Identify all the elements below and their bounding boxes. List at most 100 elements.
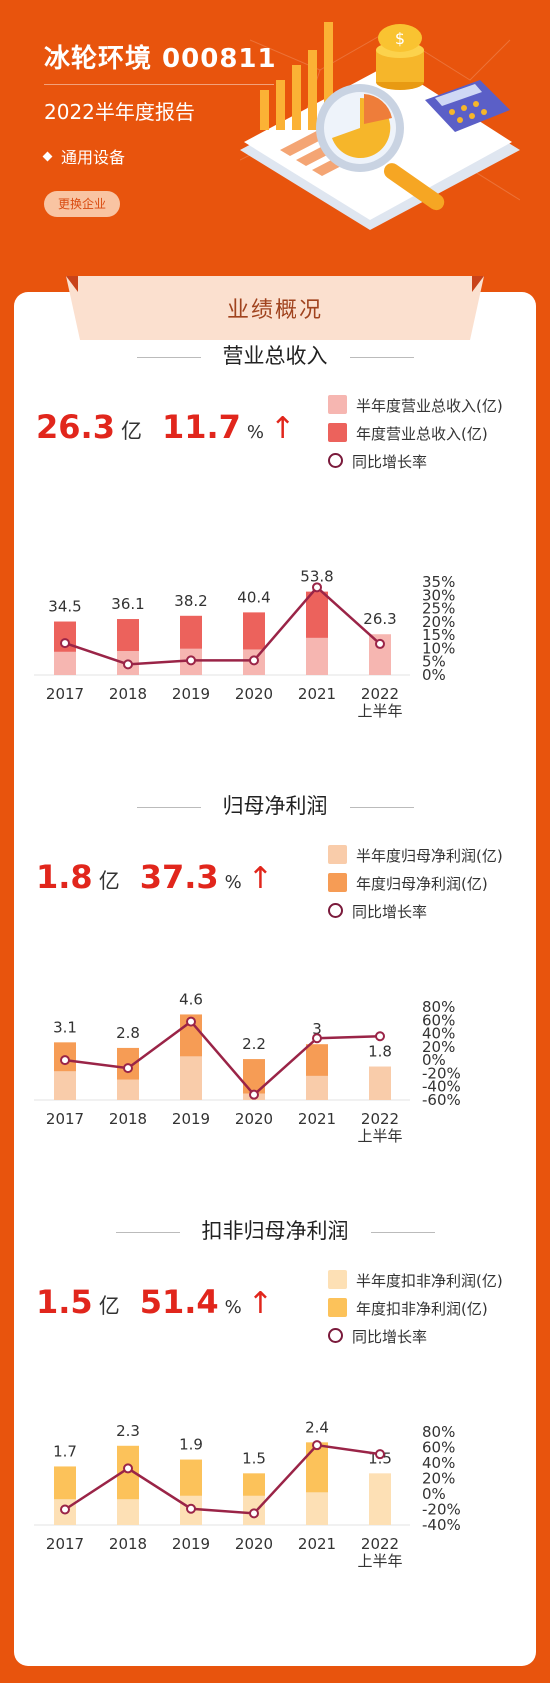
bar-value-label: 38.2 (174, 592, 207, 610)
legend-label: 年度营业总收入(亿) (356, 425, 488, 443)
legend-swatch (328, 395, 347, 414)
half-year-bar (369, 634, 391, 675)
legend-swatch (328, 1298, 347, 1317)
legend-swatch (328, 1270, 347, 1289)
y2-tick-label: 40% (422, 1025, 455, 1043)
x-tick-label: 2020 (235, 1110, 273, 1128)
overview-card (14, 292, 536, 1666)
growth-unit: % (246, 422, 265, 443)
bar-value-label: 4.6 (179, 990, 203, 1008)
y2-tick-label: -60% (422, 1091, 461, 1109)
growth-rate-point (186, 1016, 196, 1027)
legend-swatch (328, 423, 347, 442)
growth-rate-point (249, 1089, 259, 1100)
x-tick-label: 2018 (109, 685, 147, 703)
growth-rate-point (249, 655, 259, 666)
bar-value-label: 1.9 (179, 1436, 203, 1454)
report-period: 2022半年度报告 (44, 100, 195, 124)
legend-swatch (328, 845, 347, 864)
arrow-up-icon: ↑ (270, 411, 296, 446)
y2-tick-label: 60% (422, 1011, 455, 1029)
legend-item: 半年度归母净利润(亿) (328, 842, 503, 870)
y2-tick-label: 0% (422, 1485, 446, 1503)
metric-value: 1.8 (36, 858, 93, 896)
half-year-bar (306, 637, 328, 675)
deducted-profit-metric: 1.5 亿 51.4% ↑ (36, 1283, 273, 1321)
revenue-chart: 34.5 2017 36.1 2018 38.2 2019 40.4 2020 53.8 2021… (14, 540, 536, 760)
bar-value-label: 40.4 (237, 588, 270, 606)
growth-rate-point (312, 1033, 322, 1044)
half-year-bar (54, 651, 76, 675)
legend-item: 年度扣非净利润(亿) (328, 1295, 503, 1323)
section-title-net-profit: 归母净利润 (14, 790, 536, 820)
y2-tick-label: -40% (422, 1078, 461, 1096)
y2-tick-label: 20% (422, 613, 455, 631)
metric-value: 1.5 (36, 1283, 93, 1321)
legend-circle-icon (328, 1328, 343, 1343)
legend-item: 同比增长率 (328, 898, 503, 926)
y2-tick-label: 5% (422, 653, 446, 671)
growth-rate-point (60, 1504, 70, 1515)
half-year-bar (117, 1079, 139, 1100)
growth-rate-point (375, 1449, 385, 1460)
x-tick-label: 2017 (46, 685, 84, 703)
metric-growth: 11.7 (161, 408, 241, 446)
y2-tick-label: 0% (422, 1051, 446, 1069)
half-year-bar (54, 1071, 76, 1100)
industry-tag: 通用设备 (42, 144, 126, 168)
bar-value-label: 1.5 (242, 1449, 266, 1467)
x-tick-label: 2022 (361, 1535, 399, 1553)
bar-value-label: 3 (312, 1020, 322, 1038)
header: $ 冰轮环境 000811 2022半年度报告 通用设备 更换企业 (0, 0, 550, 290)
bar-value-label: 2.3 (116, 1422, 140, 1440)
revenue-metric: 26.3 亿 11.7% ↑ (36, 408, 295, 446)
growth-rate-point (249, 1508, 259, 1519)
arrow-up-icon: ↑ (247, 1286, 273, 1321)
y2-tick-label: 80% (422, 1423, 455, 1441)
legend-item: 半年度扣非净利润(亿) (328, 1267, 503, 1295)
bar-value-label: 2.4 (305, 1418, 329, 1436)
svg-text:$: $ (395, 29, 405, 48)
change-company-button[interactable]: 更换企业 (44, 191, 120, 217)
growth-rate-point (312, 1440, 322, 1451)
chart-svg: 1.720172.320181.920191.520202.420211.520… (34, 1418, 461, 1570)
x-tick-label: 2019 (172, 1535, 210, 1553)
half-year-bar (369, 1066, 391, 1100)
legend-label: 同比增长率 (352, 903, 428, 921)
y2-tick-label: 30% (422, 586, 455, 604)
half-year-bar (117, 1499, 139, 1525)
legend-label: 半年度归母净利润(亿) (356, 847, 503, 865)
legend-circle-icon (328, 453, 343, 468)
growth-rate-line (64, 1443, 381, 1515)
industry-label: 通用设备 (61, 148, 126, 167)
growth-rate-point (375, 1031, 385, 1042)
net-profit-chart: 3.1 2017 2.8 2018 4.6 2019 2.2 2020 3 2021 1.8 2022… (14, 965, 536, 1185)
bar-value-label: 1.8 (368, 1043, 392, 1061)
metric-unit: 亿 (98, 869, 120, 893)
title-divider (44, 84, 274, 85)
metric-growth: 37.3 (139, 858, 219, 896)
metric-unit: 亿 (98, 1294, 120, 1318)
y2-tick-label: 20% (422, 1038, 455, 1056)
growth-rate-point (123, 659, 133, 670)
y2-tick-label: 0% (422, 666, 446, 684)
growth-rate-point (186, 655, 196, 666)
x-tick-label: 2017 (46, 1110, 84, 1128)
report-illustration: $ (239, 10, 521, 250)
legend-label: 同比增长率 (352, 1328, 428, 1346)
y2-tick-label: -40% (422, 1516, 461, 1534)
legend-item: 年度归母净利润(亿) (328, 870, 503, 898)
bar-value-label: 2.8 (116, 1024, 140, 1042)
legend-item: 半年度营业总收入(亿) (328, 392, 503, 420)
diamond-icon (42, 151, 53, 162)
x-tick-label: 2020 (235, 1535, 273, 1553)
y2-tick-label: 10% (422, 639, 455, 657)
y2-tick-label: 80% (422, 998, 455, 1016)
half-year-bar (369, 1473, 391, 1525)
revenue-legend: 半年度营业总收入(亿) 年度营业总收入(亿) 同比增长率 (328, 392, 503, 476)
overview-title: 业绩概况 (226, 298, 323, 323)
bar-value-label: 53.8 (300, 568, 333, 586)
bar-value-label: 3.1 (53, 1018, 77, 1036)
bar-value-label: 1.7 (53, 1442, 77, 1460)
section-title-text: 营业总收入 (222, 344, 328, 368)
